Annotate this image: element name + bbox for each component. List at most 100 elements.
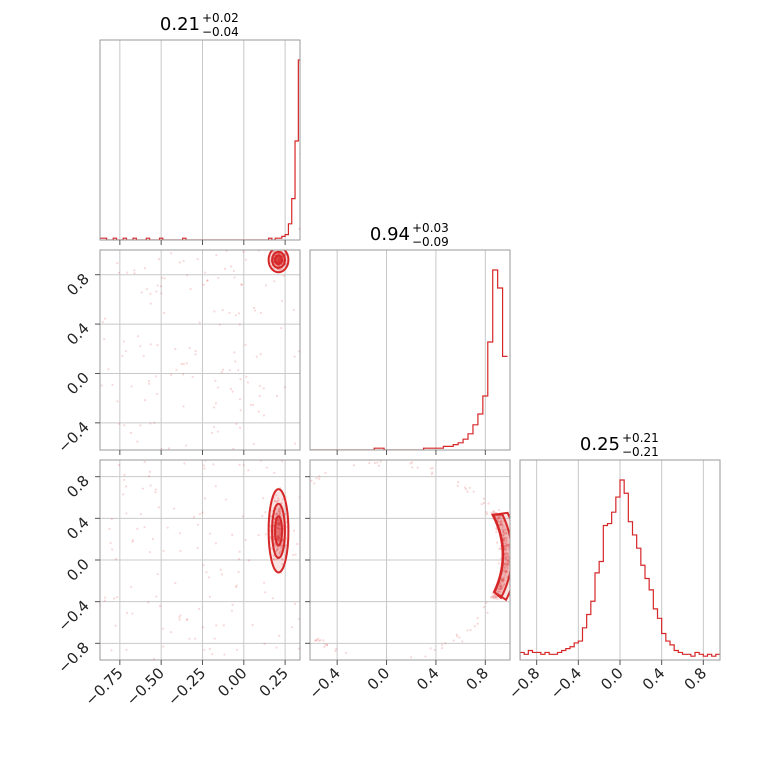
scatter-point (152, 657, 156, 660)
scatter-point (274, 544, 277, 547)
scatter-point (294, 553, 297, 556)
scatter-point (501, 577, 504, 581)
scatter-point (239, 378, 242, 381)
scatter-point (206, 279, 209, 282)
scatter-point (504, 562, 508, 565)
scatter-point (476, 617, 479, 620)
scatter-point (156, 392, 159, 395)
scatter-point (276, 547, 279, 551)
scatter-point (247, 469, 250, 472)
scatter-point (278, 259, 281, 262)
scatter-point (212, 406, 216, 409)
scatter-point (505, 536, 508, 539)
scatter-point (469, 628, 472, 632)
scatter-point (504, 547, 507, 550)
scatter-point (277, 519, 280, 522)
scatter-point (221, 368, 225, 371)
scatter-point (133, 269, 136, 272)
plot-layer: −0.8 −0.4 0.0 0.4 0.8−0.40.00.40.8−0.75−0.50… (54, 39, 721, 709)
title-plus-2: +0.21 (622, 431, 659, 445)
scatter-point (304, 626, 306, 628)
scatter-point (129, 431, 132, 435)
scatter-point (456, 635, 459, 638)
scatter-point (179, 532, 182, 535)
scatter-point (506, 563, 509, 566)
scatter-point (499, 585, 502, 589)
hist-panel-2 (519, 459, 721, 661)
scatter-point (230, 609, 234, 612)
scatter-point (212, 425, 216, 429)
scatter-point (276, 584, 278, 586)
scatter-point (505, 532, 508, 535)
scatter-point (506, 567, 509, 570)
scatter-point (497, 516, 500, 519)
scatter-point (228, 311, 231, 314)
scatter-point (322, 639, 325, 642)
scatter-point (240, 283, 243, 286)
scatter-point (502, 576, 505, 579)
scatter-point (497, 518, 500, 521)
hist-frame-0 (99, 39, 301, 241)
scatter-point (277, 522, 280, 525)
scatter-point (276, 538, 280, 541)
scatter-point (154, 488, 157, 491)
scatter-point (507, 562, 510, 565)
scatter-point (280, 544, 283, 547)
hist-line-2 (520, 479, 720, 660)
scatter-point (429, 467, 432, 470)
scatter-point (506, 552, 509, 555)
scatter-point (214, 485, 217, 488)
scatter-point (504, 539, 507, 542)
scatter-point (324, 471, 327, 475)
scatter-point (156, 284, 159, 287)
y-tick-label-1-1: 0.0 (63, 369, 93, 399)
scatter-point (293, 602, 297, 605)
hist-line-0 (100, 59, 300, 240)
scatter-point (503, 546, 506, 549)
scatter-point (493, 597, 496, 600)
scatter-point (273, 558, 276, 561)
scatter-point (504, 544, 508, 547)
contour-10-1 (271, 250, 286, 269)
scatter-point (283, 386, 287, 389)
scatter-point (431, 467, 434, 470)
scatter-point (491, 596, 494, 599)
scatter-point (502, 530, 505, 533)
scatter-point (466, 490, 469, 493)
scatter-point (492, 510, 495, 513)
scatter-point (170, 373, 173, 376)
scatter-point (505, 568, 508, 572)
scatter-point (178, 618, 181, 621)
scatter-point (292, 553, 295, 557)
scatter-point (273, 280, 276, 283)
scatter-point (501, 523, 504, 526)
scatter-point (111, 548, 114, 551)
scatter-point (278, 511, 281, 514)
scatter-point (116, 596, 119, 599)
scatter-point (182, 373, 185, 376)
scatter-point (154, 375, 157, 378)
scatter-point (424, 655, 427, 658)
scatter-point (133, 272, 136, 275)
scatter-point (315, 476, 318, 480)
scatter-point (503, 574, 506, 577)
scatter-point (482, 497, 485, 500)
scatter-point (139, 424, 142, 427)
scatter-point (306, 636, 308, 638)
scatter-point (282, 274, 285, 277)
scatter-point (153, 421, 156, 424)
x-tick-label-2-2: 0.0 (597, 664, 627, 694)
scatter-point (275, 394, 279, 398)
scatter-point (492, 596, 495, 599)
scatter-point (456, 484, 459, 487)
scatter-point (274, 579, 276, 581)
scatter-point (263, 581, 266, 584)
scatter-point (257, 410, 260, 413)
scatter-point (178, 261, 181, 264)
scatter-point (507, 560, 510, 563)
scatter-point (276, 512, 279, 515)
scatter-point (162, 549, 165, 552)
scatter-point (275, 500, 278, 504)
scatter-point (185, 619, 188, 622)
scatter-point (278, 257, 281, 261)
